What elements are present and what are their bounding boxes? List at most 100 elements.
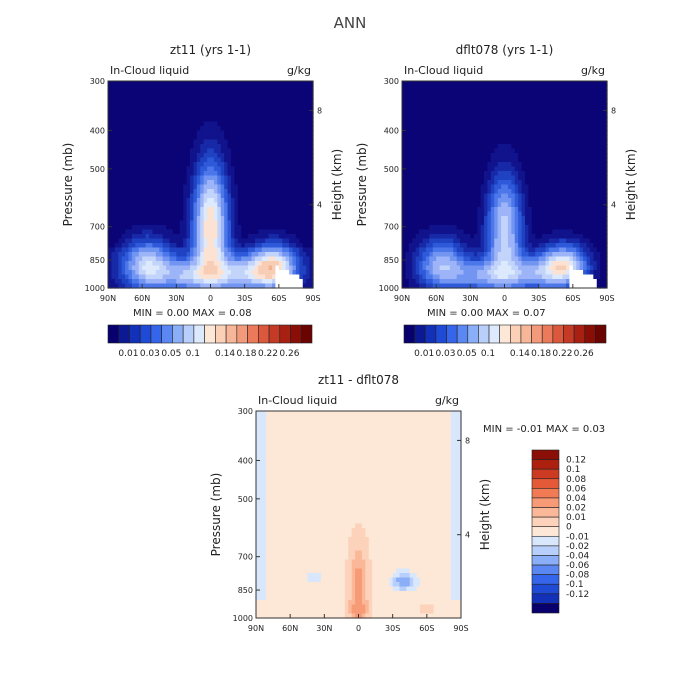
field-cell: [220, 90, 225, 96]
field-cell: [514, 225, 519, 231]
field-cell: [275, 99, 280, 105]
field-cell: [131, 198, 136, 204]
field-cell: [596, 225, 601, 231]
field-cell: [261, 166, 266, 172]
field-cell: [460, 238, 465, 244]
field-cell: [295, 225, 300, 231]
field-cell: [292, 225, 297, 231]
field-cell: [487, 207, 492, 213]
field-cell: [460, 94, 465, 100]
field-cell: [179, 283, 184, 289]
field-cell: [586, 121, 591, 127]
field-cell: [241, 216, 246, 222]
field-cell: [412, 117, 417, 123]
field-cell: [497, 229, 502, 235]
field-cell: [251, 270, 256, 276]
field-cell: [131, 162, 136, 168]
field-cell: [237, 166, 242, 172]
field-cell: [183, 207, 188, 213]
field-cell: [600, 103, 605, 109]
field-cell: [405, 171, 410, 177]
field-cell: [292, 234, 297, 240]
field-cell: [179, 184, 184, 190]
field-cell: [145, 247, 150, 253]
field-cell: [111, 256, 116, 262]
field-cell: [275, 270, 280, 276]
field-cell: [446, 216, 451, 222]
field-cell: [138, 274, 143, 280]
field-cell: [207, 139, 212, 145]
field-cell: [200, 117, 205, 123]
field-cell: [125, 216, 130, 222]
field-cell: [569, 162, 574, 168]
field-cell: [306, 225, 311, 231]
field-cell: [190, 85, 195, 91]
field-cell: [131, 148, 136, 154]
field-cell: [412, 238, 417, 244]
field-cell: [131, 90, 136, 96]
field-cell: [285, 121, 290, 127]
field-cell: [118, 283, 123, 289]
field-cell: [295, 126, 300, 132]
field-cell: [538, 135, 543, 141]
field-cell: [569, 171, 574, 177]
field-cell: [579, 171, 584, 177]
field-cell: [415, 126, 420, 132]
field-cell: [302, 135, 307, 141]
field-cell: [268, 211, 273, 217]
field-cell: [248, 171, 253, 177]
field-cell: [576, 121, 581, 127]
field-cell: [446, 126, 451, 132]
field-cell: [162, 252, 167, 258]
field-cell: [470, 130, 475, 136]
field-cell: [494, 94, 499, 100]
field-cell: [439, 234, 444, 240]
field-cell: [569, 189, 574, 195]
field-cell: [138, 171, 143, 177]
field-cell: [408, 157, 413, 163]
field-cell: [425, 193, 430, 199]
field-cell: [159, 225, 164, 231]
field-cell: [422, 175, 427, 181]
field-cell: [268, 279, 273, 285]
field-cell: [217, 229, 222, 235]
field-cell: [172, 99, 177, 105]
field-cell: [220, 81, 225, 87]
field-cell: [405, 108, 410, 114]
field-cell: [227, 117, 232, 123]
field-cell: [131, 130, 136, 136]
field-cell: [593, 81, 598, 87]
field-cell: [210, 243, 215, 249]
field-cell: [203, 274, 208, 280]
field-cell: [429, 135, 434, 141]
field-cell: [251, 99, 256, 105]
field-cell: [234, 108, 239, 114]
field-cell: [514, 99, 519, 105]
field-cell: [501, 216, 506, 222]
field-cell: [596, 189, 601, 195]
field-cell: [149, 157, 154, 163]
field-cell: [268, 180, 273, 186]
field-cell: [179, 243, 184, 249]
field-cell: [166, 121, 171, 127]
field-cell: [419, 99, 424, 105]
field-cell: [289, 274, 294, 280]
field-cell: [265, 130, 270, 136]
field-cell: [494, 243, 499, 249]
field-cell: [193, 198, 198, 204]
field-cell: [145, 171, 150, 177]
field-cell: [446, 108, 451, 114]
field-cell: [449, 103, 454, 109]
field-cell: [131, 85, 136, 91]
field-cell: [234, 103, 239, 109]
field-cell: [278, 279, 283, 285]
field-cell: [172, 139, 177, 145]
field-cell: [241, 90, 246, 96]
field-cell: [521, 99, 526, 105]
field-cell: [583, 238, 588, 244]
field-cell: [155, 148, 160, 154]
field-cell: [299, 166, 304, 172]
field-cell: [504, 144, 509, 150]
field-cell: [149, 112, 154, 118]
field-cell: [494, 144, 499, 150]
